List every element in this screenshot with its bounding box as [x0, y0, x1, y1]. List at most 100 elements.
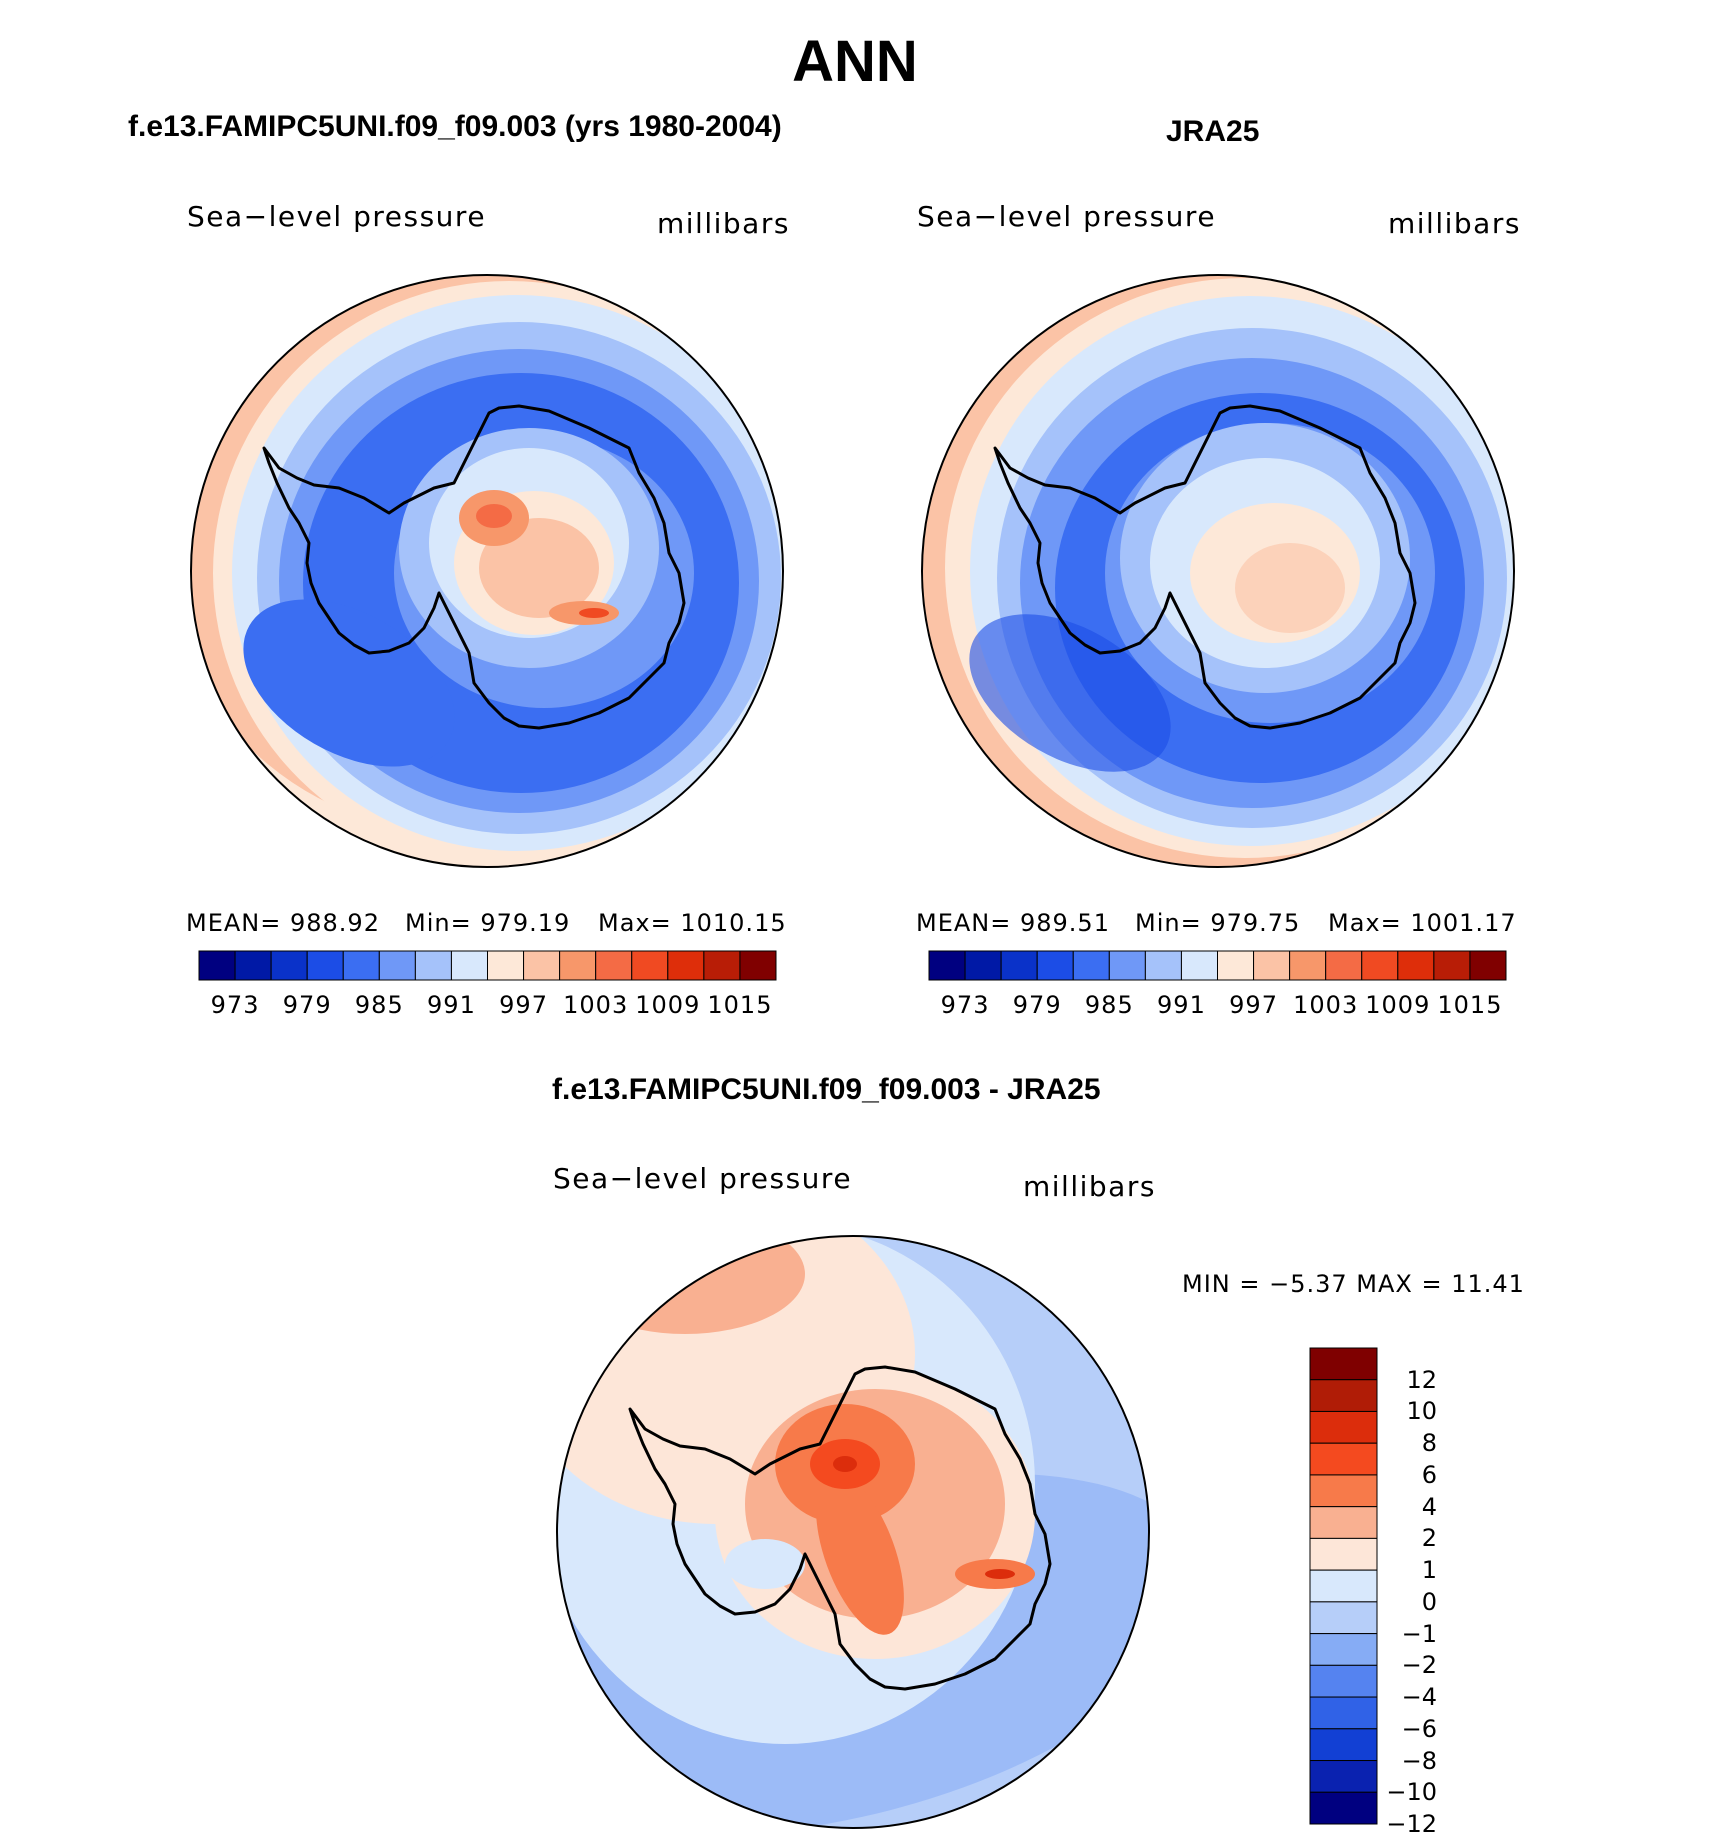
model-colorbar-swatch	[234, 950, 272, 981]
model-colorbar-swatch	[306, 950, 344, 981]
model-colorbar-swatch	[270, 950, 308, 981]
obs-colorbar-swatch	[1072, 950, 1110, 981]
obs-colorbar-tick-label: 997	[1229, 991, 1278, 1019]
model-min-stat: Min= 979.19	[405, 909, 571, 937]
diff-colorbar-swatch	[1309, 1442, 1378, 1476]
model-panel-title: f.e13.FAMIPC5UNI.f09_f09.003 (yrs 1980-2…	[128, 110, 782, 143]
model-colorbar-swatch	[523, 950, 561, 981]
obs-colorbar-swatch	[1108, 950, 1146, 981]
obs-colorbar-swatch	[1289, 950, 1327, 981]
model-polar-map	[190, 274, 784, 868]
diff-colorbar-tick-label: −8	[1401, 1746, 1437, 1775]
diff-colorbar-swatch	[1309, 1791, 1378, 1825]
diff-colorbar-tick-label: −1	[1401, 1619, 1437, 1648]
model-colorbar-swatch	[559, 950, 597, 981]
diff-minmax-stat: MIN = −5.37 MAX = 11.41	[1182, 1270, 1525, 1298]
model-colorbar-swatch	[667, 950, 705, 981]
diff-colorbar-swatch	[1309, 1410, 1378, 1444]
obs-colorbar-swatch	[1144, 950, 1182, 981]
obs-colorbar-tick-label: 985	[1084, 991, 1134, 1019]
obs-colorbar-tick-label: 1015	[1437, 991, 1503, 1019]
model-colorbar-swatch	[739, 950, 777, 981]
model-units-label: millibars	[657, 207, 790, 240]
diff-colorbar-tick-label: −6	[1401, 1714, 1437, 1743]
diff-colorbar-tick-label: 8	[1421, 1429, 1437, 1458]
diff-polar-map	[556, 1235, 1150, 1829]
obs-colorbar	[928, 950, 1507, 981]
model-colorbar-swatch	[487, 950, 525, 981]
model-colorbar-tick-label: 985	[354, 991, 404, 1019]
model-colorbar-tick-label: 973	[210, 991, 260, 1019]
diff-colorbar	[1309, 1347, 1378, 1825]
diff-colorbar-swatch	[1309, 1379, 1378, 1412]
obs-colorbar-labels: 973 979 985 991 997 1003 1009 1015	[929, 991, 1506, 1021]
diff-units-label: millibars	[1023, 1170, 1156, 1203]
obs-colorbar-tick-label: 1009	[1365, 991, 1431, 1019]
model-variable-label: Sea−level pressure	[187, 200, 487, 233]
model-colorbar-tick-label: 1015	[707, 991, 773, 1019]
diff-colorbar-tick-label: 0	[1421, 1587, 1437, 1616]
model-colorbar-swatch	[450, 950, 488, 981]
obs-colorbar-swatch	[1036, 950, 1074, 981]
model-mean-stat: MEAN= 988.92	[186, 909, 380, 937]
diff-colorbar-labels: 12 10 8 6 4 2 1 0 −1 −2 −4 −6 −8 −10 −12	[1300, 1348, 1460, 1838]
main-title: ANN	[792, 29, 918, 94]
obs-colorbar-swatch	[1217, 950, 1255, 981]
obs-units-label: millibars	[1388, 207, 1521, 240]
model-colorbar-tick-label: 979	[282, 991, 332, 1019]
model-colorbar-swatch	[595, 950, 633, 981]
model-colorbar-swatch	[342, 950, 380, 981]
diff-colorbar-swatch	[1309, 1347, 1378, 1381]
diff-colorbar-tick-label: 4	[1421, 1492, 1437, 1521]
obs-colorbar-swatch	[1433, 950, 1471, 981]
diff-colorbar-tick-label: 10	[1406, 1397, 1437, 1426]
diff-colorbar-tick-label: 12	[1406, 1365, 1437, 1394]
diff-colorbar-tick-label: −10	[1386, 1778, 1437, 1807]
diff-colorbar-tick-label: 2	[1421, 1524, 1437, 1553]
obs-colorbar-tick-label: 1003	[1293, 991, 1359, 1019]
diff-colorbar-swatch	[1309, 1696, 1378, 1730]
diff-colorbar-swatch	[1309, 1537, 1378, 1571]
obs-colorbar-tick-label: 973	[940, 991, 990, 1019]
obs-colorbar-swatch	[1397, 950, 1435, 981]
obs-colorbar-swatch	[1361, 950, 1399, 981]
obs-max-stat: Max= 1001.17	[1328, 909, 1517, 937]
diff-colorbar-swatch	[1309, 1569, 1378, 1603]
obs-colorbar-swatch	[964, 950, 1002, 981]
model-colorbar-swatch	[378, 950, 416, 981]
model-colorbar	[198, 950, 777, 981]
model-max-stat: Max= 1010.15	[598, 909, 787, 937]
model-colorbar-labels: 973 979 985 991 997 1003 1009 1015	[199, 991, 776, 1021]
diff-colorbar-swatch	[1309, 1633, 1378, 1666]
diff-colorbar-swatch	[1309, 1728, 1378, 1762]
obs-mean-stat: MEAN= 989.51	[916, 909, 1110, 937]
obs-panel-title: JRA25	[1166, 115, 1260, 148]
diff-colorbar-swatch	[1309, 1760, 1378, 1793]
diff-colorbar-tick-label: −12	[1386, 1810, 1437, 1838]
diff-colorbar-swatch	[1309, 1601, 1378, 1635]
obs-colorbar-swatch	[1253, 950, 1291, 981]
model-colorbar-tick-label: 997	[499, 991, 548, 1019]
diff-colorbar-tick-label: 6	[1421, 1460, 1437, 1489]
obs-colorbar-swatch	[1325, 950, 1363, 981]
diff-colorbar-swatch	[1309, 1474, 1378, 1508]
model-colorbar-swatch	[198, 950, 236, 981]
obs-colorbar-tick-label: 979	[1012, 991, 1062, 1019]
obs-colorbar-tick-label: 991	[1157, 991, 1206, 1019]
obs-colorbar-swatch	[1000, 950, 1038, 981]
diff-colorbar-swatch	[1309, 1664, 1378, 1698]
diff-variable-label: Sea−level pressure	[553, 1162, 853, 1195]
obs-colorbar-swatch	[1469, 950, 1507, 981]
model-colorbar-swatch	[631, 950, 669, 981]
diff-colorbar-tick-label: −2	[1401, 1651, 1437, 1680]
obs-variable-label: Sea−level pressure	[917, 200, 1217, 233]
model-colorbar-swatch	[703, 950, 741, 981]
model-colorbar-tick-label: 1003	[563, 991, 629, 1019]
model-colorbar-tick-label: 991	[427, 991, 476, 1019]
obs-colorbar-swatch	[1180, 950, 1218, 981]
diff-colorbar-tick-label: 1	[1421, 1556, 1437, 1585]
diff-panel-title: f.e13.FAMIPC5UNI.f09_f09.003 - JRA25	[552, 1073, 1101, 1106]
obs-colorbar-swatch	[928, 950, 966, 981]
model-colorbar-swatch	[414, 950, 452, 981]
diff-colorbar-tick-label: −4	[1401, 1683, 1437, 1712]
